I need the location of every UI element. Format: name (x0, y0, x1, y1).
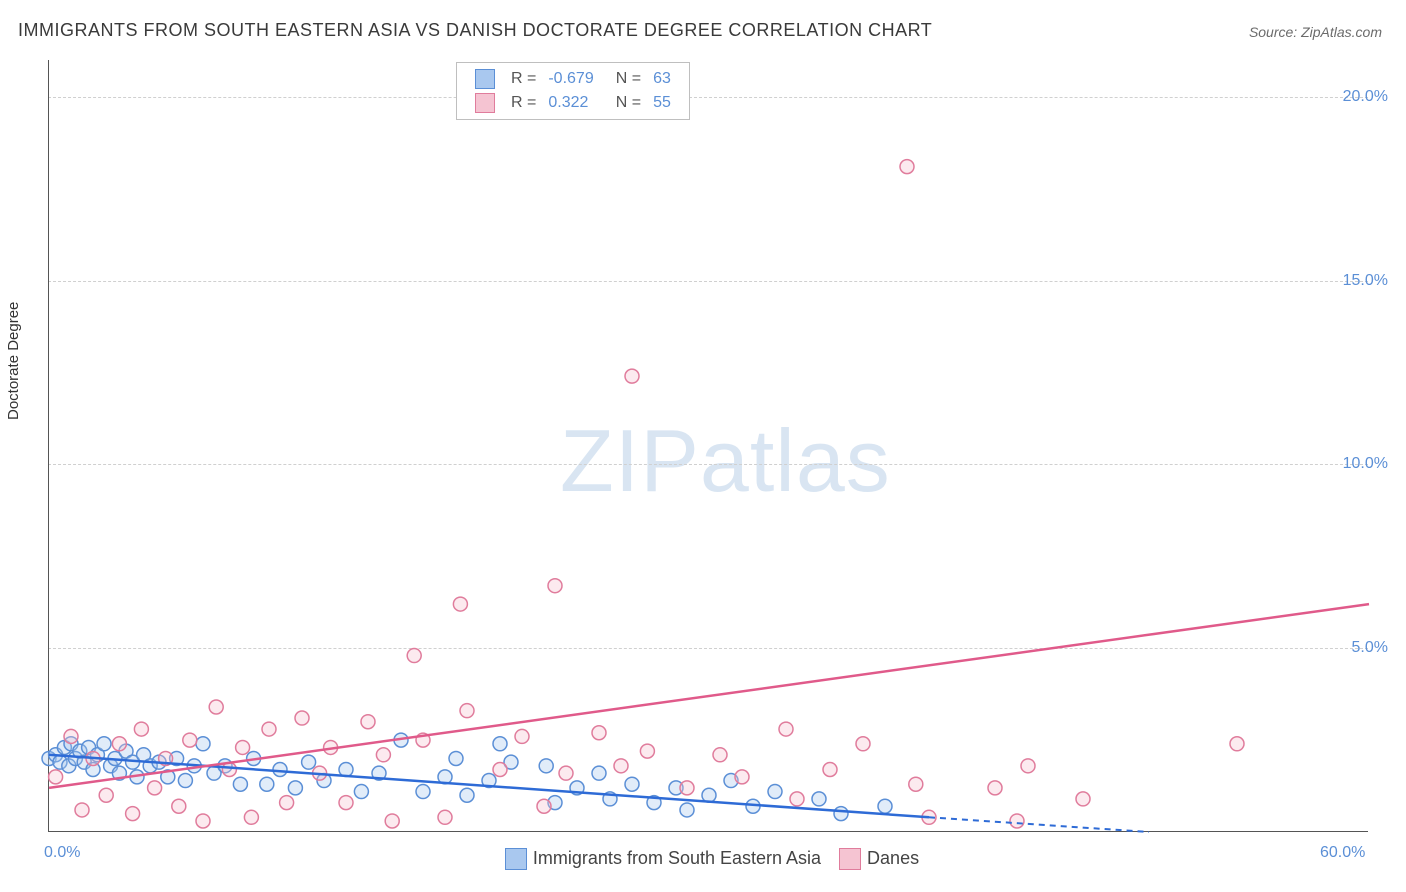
data-point-danes (126, 807, 140, 821)
n-label: N = (600, 91, 647, 115)
data-point-danes (856, 737, 870, 751)
stats-legend: R =-0.679N =63R =0.322N =55 (456, 62, 690, 120)
data-point-danes (823, 763, 837, 777)
n-value: 55 (647, 91, 677, 115)
data-point-immigrants (233, 777, 247, 791)
data-point-immigrants (878, 799, 892, 813)
data-point-danes (790, 792, 804, 806)
data-point-danes (1010, 814, 1024, 828)
data-point-danes (779, 722, 793, 736)
data-point-danes (680, 781, 694, 795)
data-point-immigrants (273, 763, 287, 777)
data-point-immigrants (302, 755, 316, 769)
n-label: N = (600, 67, 647, 91)
r-label: R = (505, 91, 542, 115)
swatch-immigrants (475, 69, 495, 89)
data-point-danes (295, 711, 309, 725)
data-point-immigrants (260, 777, 274, 791)
data-point-danes (134, 722, 148, 736)
swatch-danes (475, 93, 495, 113)
series-legend: Immigrants from South Eastern Asia Danes (0, 848, 1406, 870)
data-point-danes (640, 744, 654, 758)
stats-row-danes: R =0.322N =55 (469, 91, 677, 115)
data-point-immigrants (680, 803, 694, 817)
data-point-immigrants (178, 774, 192, 788)
data-point-danes (625, 369, 639, 383)
scatter-svg (49, 60, 1369, 832)
data-point-danes (148, 781, 162, 795)
y-axis-label: Doctorate Degree (5, 302, 22, 420)
data-point-immigrants (354, 785, 368, 799)
data-point-danes (537, 799, 551, 813)
trend-line-dashed-immigrants (929, 817, 1149, 832)
data-point-danes (713, 748, 727, 762)
data-point-immigrants (97, 737, 111, 751)
data-point-danes (385, 814, 399, 828)
data-point-danes (592, 726, 606, 740)
data-point-immigrants (812, 792, 826, 806)
data-point-immigrants (449, 751, 463, 765)
n-value: 63 (647, 67, 677, 91)
legend-label-immigrants: Immigrants from South Eastern Asia (533, 848, 821, 868)
legend-swatch-immigrants (505, 848, 527, 870)
data-point-danes (548, 579, 562, 593)
r-label: R = (505, 67, 542, 91)
data-point-danes (515, 729, 529, 743)
r-value: 0.322 (542, 91, 599, 115)
data-point-immigrants (493, 737, 507, 751)
data-point-danes (614, 759, 628, 773)
data-point-immigrants (768, 785, 782, 799)
data-point-danes (909, 777, 923, 791)
data-point-danes (735, 770, 749, 784)
data-point-danes (900, 160, 914, 174)
data-point-danes (236, 740, 250, 754)
data-point-immigrants (625, 777, 639, 791)
data-point-immigrants (834, 807, 848, 821)
source-credit: Source: ZipAtlas.com (1249, 24, 1382, 40)
data-point-danes (339, 796, 353, 810)
data-point-danes (75, 803, 89, 817)
stats-row-immigrants: R =-0.679N =63 (469, 67, 677, 91)
r-value: -0.679 (542, 67, 599, 91)
data-point-danes (262, 722, 276, 736)
data-point-danes (244, 810, 258, 824)
data-point-danes (438, 810, 452, 824)
data-point-danes (361, 715, 375, 729)
data-point-danes (1021, 759, 1035, 773)
plot-area (48, 60, 1368, 832)
data-point-immigrants (288, 781, 302, 795)
trend-line-danes (49, 604, 1369, 788)
data-point-danes (280, 796, 294, 810)
data-point-danes (559, 766, 573, 780)
chart-title: IMMIGRANTS FROM SOUTH EASTERN ASIA VS DA… (18, 20, 932, 41)
data-point-danes (183, 733, 197, 747)
legend-swatch-danes (839, 848, 861, 870)
data-point-danes (196, 814, 210, 828)
data-point-danes (209, 700, 223, 714)
legend-label-danes: Danes (867, 848, 919, 868)
data-point-danes (1076, 792, 1090, 806)
data-point-danes (1230, 737, 1244, 751)
data-point-danes (99, 788, 113, 802)
data-point-danes (453, 597, 467, 611)
data-point-danes (493, 763, 507, 777)
data-point-danes (172, 799, 186, 813)
data-point-danes (376, 748, 390, 762)
data-point-danes (112, 737, 126, 751)
data-point-immigrants (416, 785, 430, 799)
data-point-danes (460, 704, 474, 718)
data-point-danes (407, 649, 421, 663)
data-point-immigrants (196, 737, 210, 751)
data-point-danes (988, 781, 1002, 795)
data-point-immigrants (460, 788, 474, 802)
data-point-immigrants (539, 759, 553, 773)
data-point-danes (49, 770, 63, 784)
stats-table: R =-0.679N =63R =0.322N =55 (469, 67, 677, 115)
data-point-danes (64, 729, 78, 743)
data-point-immigrants (592, 766, 606, 780)
